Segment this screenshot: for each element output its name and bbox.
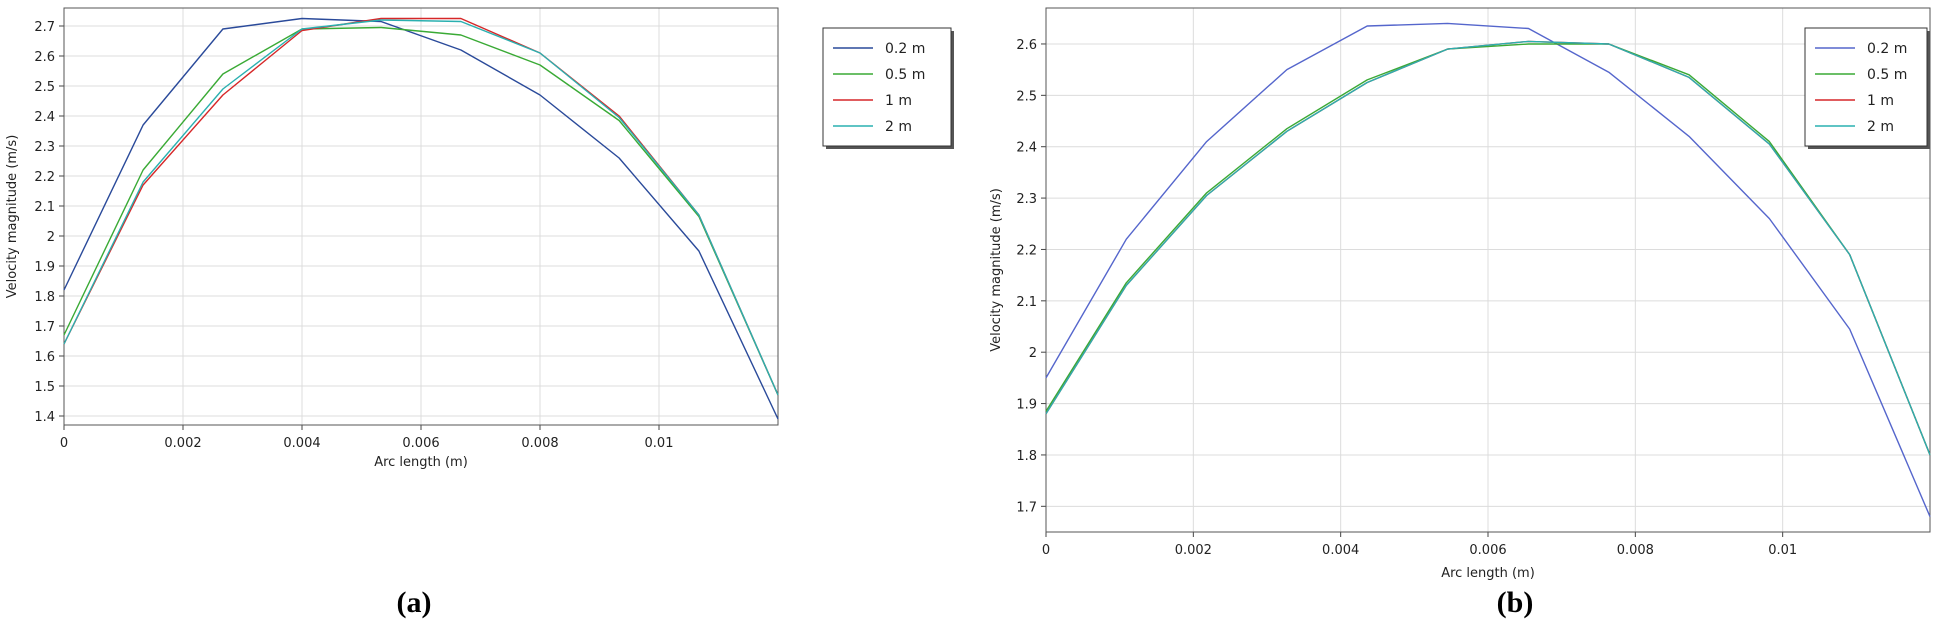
y-tick-label: 1.7	[1016, 500, 1037, 515]
y-tick-label: 2	[47, 230, 55, 245]
y-tick-label: 1.4	[34, 410, 55, 425]
legend-label-0: 0.2 m	[885, 41, 925, 57]
panel-label: (b)	[1497, 586, 1534, 619]
series-line-3	[1045, 40, 1931, 456]
y-tick-label: 2.3	[1016, 192, 1037, 207]
x-tick-label: 0.002	[1175, 543, 1212, 558]
x-tick-label: 0	[1042, 543, 1050, 558]
x-tick-label: 0.008	[521, 436, 558, 451]
panel-a: 0 0.002 0.004 0.006 0.008 0.01 1.4 1.5 1.6 1.7 1.8…	[5, 7, 954, 619]
legend-label-0: 0.2 m	[1867, 41, 1907, 57]
x-tick-label: 0.004	[1322, 543, 1359, 558]
legend-label-2: 1 m	[885, 93, 912, 109]
y-tick-label: 1.8	[1016, 449, 1037, 464]
series-line-3	[63, 19, 779, 396]
x-axis-title: Arc length (m)	[1441, 566, 1535, 581]
y-tick-label: 2.1	[1016, 295, 1037, 310]
y-tick-label: 1.8	[34, 290, 55, 305]
y-tick-label: 1.7	[34, 320, 55, 335]
x-tick-label: 0.008	[1617, 543, 1654, 558]
y-tick-label: 2.5	[34, 80, 55, 95]
legend-label-1: 0.5 m	[1867, 67, 1907, 83]
x-tick-label: 0.006	[402, 436, 439, 451]
panel-label: (a)	[397, 586, 432, 619]
legend-label-3: 2 m	[885, 119, 912, 135]
y-tick-label: 2.7	[34, 20, 55, 35]
y-tick-label: 2.4	[1016, 141, 1037, 156]
y-tick-label: 2.6	[34, 50, 55, 65]
x-tick-label: 0.006	[1469, 543, 1506, 558]
series-line-1	[1045, 43, 1931, 456]
y-tick-label: 1.6	[34, 350, 55, 365]
plot-frame	[63, 7, 779, 426]
y-tick-label: 1.9	[1016, 398, 1037, 413]
y-tick-label: 2.6	[1016, 38, 1037, 53]
x-tick-label: 0.004	[283, 436, 320, 451]
x-tick-label: 0.01	[1768, 543, 1797, 558]
y-tick-label: 1.5	[34, 380, 55, 395]
y-tick-label: 2	[1029, 346, 1037, 361]
y-tick-label: 1.9	[34, 260, 55, 275]
legend-label-1: 0.5 m	[885, 67, 925, 83]
y-tick-label: 2.3	[34, 140, 55, 155]
x-tick-label: 0.002	[164, 436, 201, 451]
x-tick-label: 0	[60, 436, 68, 451]
series-line-1	[63, 26, 779, 396]
y-axis-title: Velocity magnitude (m/s)	[989, 188, 1004, 352]
legend-box	[1804, 27, 1928, 147]
x-axis-title: Arc length (m)	[374, 455, 468, 470]
series-line-0	[63, 17, 779, 420]
y-tick-label: 2.5	[1016, 89, 1037, 104]
y-tick-label: 2.2	[34, 170, 55, 185]
legend-label-2: 1 m	[1867, 93, 1894, 109]
legend-label-3: 2 m	[1867, 119, 1894, 135]
series-line-0	[1045, 22, 1931, 517]
x-tick-label: 0.01	[645, 436, 674, 451]
plot-frame	[1045, 7, 1931, 533]
panel-b: 0 0.002 0.004 0.006 0.008 0.01 1.7 1.8 1.9 2 2.1 2.…	[989, 7, 1931, 619]
y-tick-label: 2.1	[34, 200, 55, 215]
y-tick-label: 2.4	[34, 110, 55, 125]
y-tick-label: 2.2	[1016, 243, 1037, 258]
y-axis-title: Velocity magnitude (m/s)	[5, 135, 20, 299]
